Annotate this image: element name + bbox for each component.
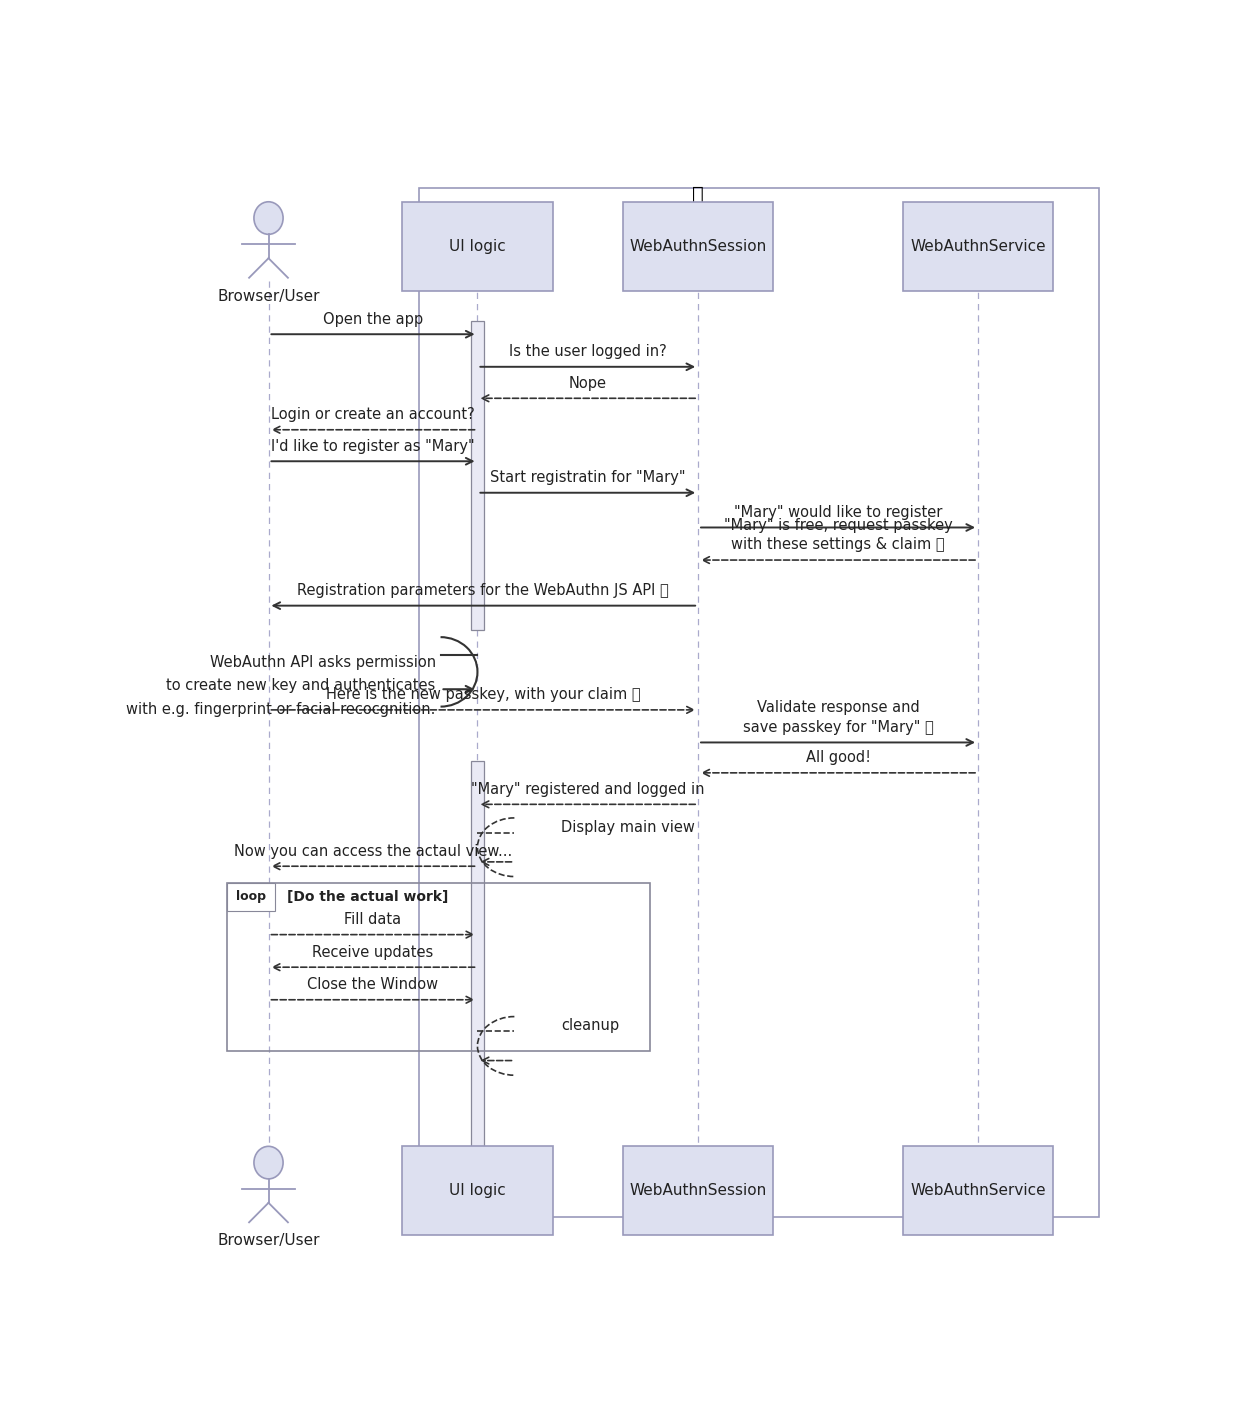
Text: Fill data: Fill data — [345, 912, 401, 926]
Text: I'd like to register as "Mary": I'd like to register as "Mary" — [271, 439, 475, 454]
Text: Display main view: Display main view — [561, 819, 695, 835]
Text: Now you can access the actaul view...: Now you can access the actaul view... — [233, 843, 512, 859]
FancyBboxPatch shape — [903, 202, 1053, 290]
Text: 🖥: 🖥 — [692, 185, 703, 203]
Text: WebAuthnSession: WebAuthnSession — [630, 1183, 766, 1198]
Text: with these settings & claim 🔒: with these settings & claim 🔒 — [731, 537, 944, 553]
Circle shape — [253, 202, 283, 234]
Text: "Mary" would like to register: "Mary" would like to register — [734, 505, 942, 520]
Text: UI logic: UI logic — [449, 238, 505, 254]
Text: with e.g. fingerprint or facial recocgnition.: with e.g. fingerprint or facial recocgni… — [127, 702, 435, 718]
Text: All good!: All good! — [805, 750, 870, 766]
Text: Is the user logged in?: Is the user logged in? — [509, 344, 667, 360]
Text: Login or create an account?: Login or create an account? — [271, 407, 475, 422]
Text: [Do the actual work]: [Do the actual work] — [287, 890, 449, 904]
Text: WebAuthnSession: WebAuthnSession — [630, 238, 766, 254]
Text: Browser/User: Browser/User — [217, 289, 320, 303]
FancyBboxPatch shape — [472, 761, 484, 1166]
FancyBboxPatch shape — [403, 202, 553, 290]
Text: WebAuthn API asks permission: WebAuthn API asks permission — [209, 654, 435, 670]
Text: to create new key and authenticates: to create new key and authenticates — [167, 678, 435, 694]
FancyBboxPatch shape — [472, 321, 484, 629]
Text: Browser/User: Browser/User — [217, 1234, 320, 1248]
Text: Start registratin for "Mary": Start registratin for "Mary" — [490, 470, 686, 485]
Text: Here is the new passkey, with your claim 🔒: Here is the new passkey, with your claim… — [326, 687, 641, 702]
Text: Receive updates: Receive updates — [312, 945, 434, 960]
Text: Nope: Nope — [569, 375, 607, 391]
Text: Server: Server — [673, 212, 724, 227]
Text: WebAuthnService: WebAuthnService — [910, 238, 1046, 254]
Text: loop: loop — [236, 890, 266, 904]
FancyBboxPatch shape — [903, 1146, 1053, 1235]
Text: Registration parameters for the WebAuthn JS API 🔒: Registration parameters for the WebAuthn… — [297, 584, 670, 598]
Text: "Mary" registered and logged in: "Mary" registered and logged in — [472, 781, 705, 797]
FancyBboxPatch shape — [403, 1146, 553, 1235]
FancyBboxPatch shape — [623, 202, 774, 290]
Text: "Mary" is free, request passkey: "Mary" is free, request passkey — [724, 517, 952, 533]
Text: Open the app: Open the app — [324, 312, 423, 327]
Circle shape — [253, 1146, 283, 1179]
Text: Validate response and: Validate response and — [756, 701, 919, 715]
Text: Close the Window: Close the Window — [307, 977, 439, 993]
Text: WebAuthnService: WebAuthnService — [910, 1183, 1046, 1198]
Text: cleanup: cleanup — [561, 1018, 619, 1034]
Text: UI logic: UI logic — [449, 1183, 505, 1198]
FancyBboxPatch shape — [623, 1146, 774, 1235]
FancyBboxPatch shape — [227, 883, 276, 911]
Text: save passkey for "Mary" 🔒: save passkey for "Mary" 🔒 — [742, 721, 933, 735]
